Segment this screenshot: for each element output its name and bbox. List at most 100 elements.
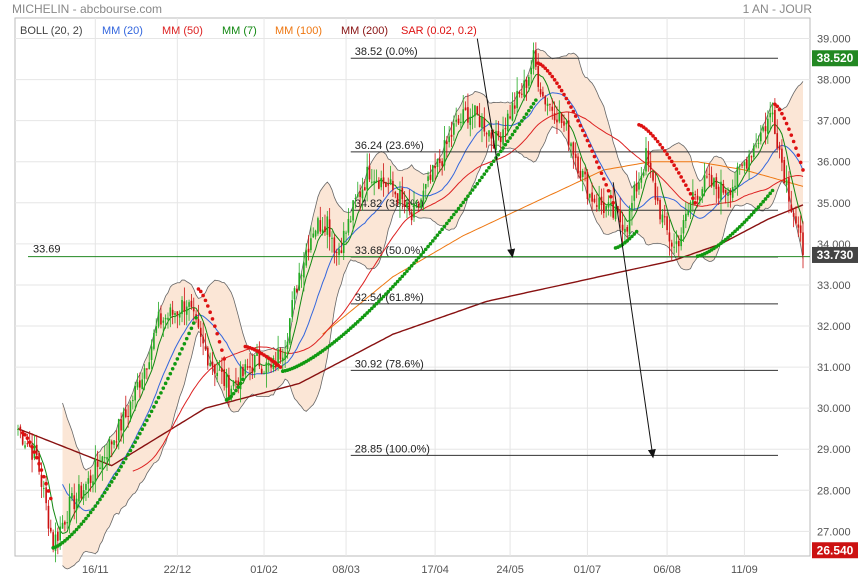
x-tick-label: 08/03 <box>332 564 360 576</box>
candle-body <box>642 172 645 176</box>
candle-body <box>49 527 52 532</box>
sar-dot <box>733 229 737 234</box>
candle-body <box>228 375 230 399</box>
candle-body <box>366 166 368 190</box>
candle-body <box>148 362 151 370</box>
candle-body <box>127 415 129 417</box>
sar-dot <box>651 134 655 138</box>
sar-dot <box>433 236 437 240</box>
sar-dot <box>437 230 442 235</box>
sar-dot <box>241 377 245 382</box>
candle-body <box>64 521 66 525</box>
sar-dot <box>770 188 775 193</box>
sar-dot <box>527 108 531 113</box>
sar-dot <box>198 289 203 294</box>
sar-dot <box>180 347 184 351</box>
candle-body <box>392 180 394 190</box>
sar-dot <box>662 149 667 153</box>
sar-dot <box>374 301 379 306</box>
candle-body <box>113 440 115 445</box>
candle-body <box>204 346 207 350</box>
candle-body <box>192 308 195 312</box>
candle-body <box>267 364 270 366</box>
candle-body <box>124 409 127 418</box>
candle-body <box>802 232 804 255</box>
sar-dot <box>140 427 144 432</box>
candle-body <box>270 364 272 368</box>
sar-dot <box>749 213 754 217</box>
sar-dot <box>627 236 632 241</box>
candle-body <box>474 105 476 117</box>
sar-dot <box>93 504 98 508</box>
sar-dot <box>231 391 236 396</box>
candle-body <box>333 237 336 253</box>
sar-dot <box>133 440 137 444</box>
sar-dot <box>348 326 353 330</box>
candle-body <box>422 190 425 202</box>
candle-body <box>21 432 24 445</box>
candle-body <box>492 140 495 149</box>
sar-dot <box>74 527 79 532</box>
sar-dot <box>564 96 569 101</box>
candle-body <box>734 185 736 188</box>
candle-body <box>382 177 385 184</box>
sar-dot <box>625 238 630 243</box>
candle-body <box>258 349 261 367</box>
sar-dot <box>116 468 121 473</box>
candle-body <box>729 190 732 196</box>
sar-dot <box>222 357 227 361</box>
candle-body <box>567 120 570 146</box>
candle-body <box>26 443 29 445</box>
candle-body <box>150 346 153 360</box>
candle-body <box>776 133 779 149</box>
candle-body <box>183 301 186 312</box>
candle-body <box>694 194 697 196</box>
candle-body <box>483 118 486 132</box>
candle-body <box>586 172 589 200</box>
sar-dot <box>37 461 41 466</box>
sar-dot <box>32 450 37 454</box>
sar-dot <box>213 324 217 328</box>
candle-body <box>324 226 326 232</box>
period-label[interactable]: 1 AN - JOUR <box>742 2 812 16</box>
x-tick-label: 11/09 <box>731 564 758 576</box>
candle-body <box>326 216 329 235</box>
candle-body <box>199 327 202 337</box>
candle-body <box>230 388 233 400</box>
sar-dot <box>688 192 693 196</box>
sar-dot <box>30 445 34 449</box>
candle-body <box>214 364 216 374</box>
candle-body <box>120 419 122 431</box>
candle-body <box>115 441 118 443</box>
sar-dot <box>515 126 519 130</box>
sar-dot <box>653 136 658 141</box>
sar-dot <box>480 175 484 180</box>
candle-body <box>406 201 408 208</box>
candle-body <box>706 176 708 178</box>
candle-body <box>160 313 162 325</box>
candle-body <box>689 202 692 213</box>
candle-body <box>760 132 762 142</box>
candle-body <box>373 181 375 185</box>
candle-body <box>509 116 511 119</box>
candle-body <box>628 209 631 234</box>
candle-body <box>242 366 244 377</box>
candle-body <box>153 332 155 349</box>
sar-dot <box>351 324 355 328</box>
sar-dot <box>576 118 580 123</box>
candle-body <box>61 522 64 529</box>
sar-dot <box>412 261 416 265</box>
candle-body <box>778 145 781 150</box>
candle-body <box>347 218 350 233</box>
candle-body <box>310 238 312 251</box>
sar-dot <box>114 472 119 477</box>
sar-dot <box>163 381 168 386</box>
candle-body <box>675 241 678 245</box>
candle-body <box>788 178 790 202</box>
candle-body <box>649 162 652 170</box>
last-price-tag-bg <box>812 246 858 263</box>
sar-dot <box>791 139 796 144</box>
sar-dot <box>407 266 412 271</box>
sar-dot <box>41 474 46 479</box>
candle-body <box>202 336 204 344</box>
